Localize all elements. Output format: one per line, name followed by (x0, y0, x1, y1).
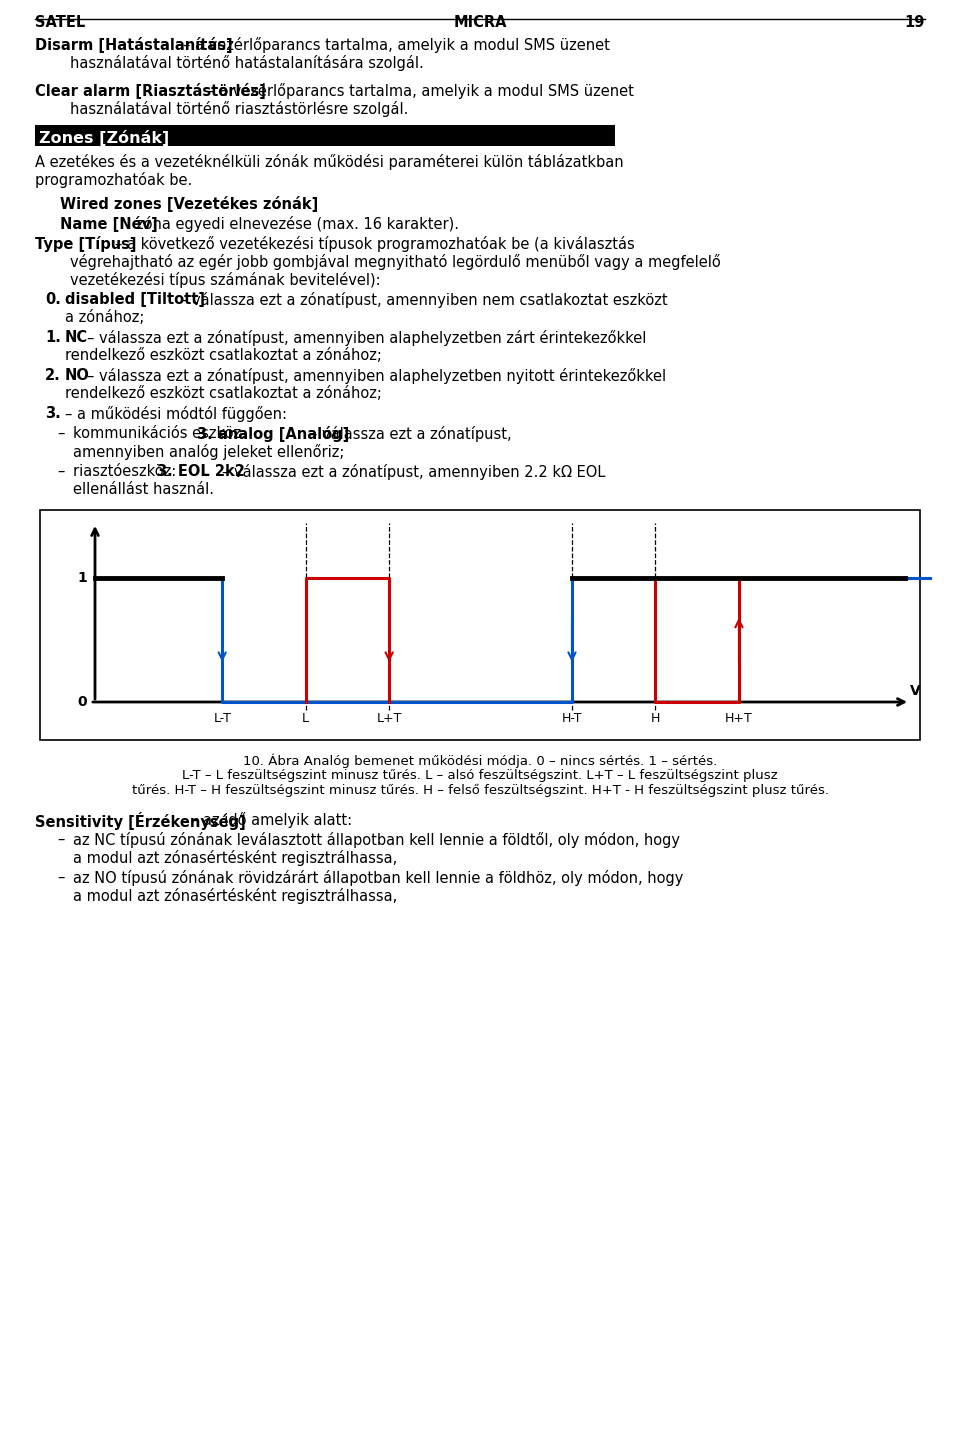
Text: disabled [Tiltott]: disabled [Tiltott] (65, 291, 205, 307)
Text: – a vezérlőparancs tartalma, amelyik a modul SMS üzenet: – a vezérlőparancs tartalma, amelyik a m… (207, 83, 634, 99)
Text: 3.: 3. (45, 406, 60, 420)
Text: kommunikációs eszköz:: kommunikációs eszköz: (73, 426, 251, 441)
Text: Name [Név]: Name [Név] (60, 217, 157, 232)
Text: MICRA: MICRA (453, 14, 507, 30)
Text: NO: NO (65, 367, 90, 383)
Text: az NO típusú zónának rövidzárárt állapotban kell lennie a földhöz, oly módon, ho: az NO típusú zónának rövidzárárt állapot… (73, 870, 684, 885)
Text: – válassza ezt a zónatípust, amennyiben 2.2 kΩ EOL: – válassza ezt a zónatípust, amennyiben … (222, 464, 606, 479)
Text: ellenállást használ.: ellenállást használ. (73, 482, 214, 497)
Text: – a működési módtól függően:: – a működési módtól függően: (65, 406, 287, 422)
Text: NC: NC (65, 330, 88, 344)
Text: a modul azt zónasértésként regisztrálhassa,: a modul azt zónasértésként regisztrálhas… (73, 888, 397, 904)
Text: az NC típusú zónának leválasztott állapotban kell lennie a földtől, oly módon, h: az NC típusú zónának leválasztott állapo… (73, 832, 680, 848)
Text: 19: 19 (904, 14, 925, 30)
Text: – válassza ezt a zónatípust,: – válassza ezt a zónatípust, (310, 426, 512, 442)
Text: vezetékezési típus számának bevitelével):: vezetékezési típus számának bevitelével)… (70, 273, 380, 288)
Text: H: H (651, 712, 660, 725)
Text: 3. EOL 2k2: 3. EOL 2k2 (157, 464, 245, 479)
Text: – az idő amelyik alatt:: – az idő amelyik alatt: (191, 812, 352, 828)
Text: 10. Ábra Analóg bemenet működési módja. 0 – nincs sértés. 1 – sértés.: 10. Ábra Analóg bemenet működési módja. … (243, 753, 717, 769)
Text: a zónához;: a zónához; (65, 310, 144, 324)
Text: V: V (910, 684, 921, 697)
Text: 0.: 0. (45, 291, 60, 307)
Text: SATEL: SATEL (35, 14, 85, 30)
Text: Zones [Zónák]: Zones [Zónák] (39, 131, 169, 146)
Text: 1: 1 (77, 571, 87, 584)
Text: Sensitivity [Érzékenység]: Sensitivity [Érzékenység] (35, 812, 246, 829)
Text: – válassza ezt a zónatípust, amennyiben alaphelyzetben zárt érintekezőkkel: – válassza ezt a zónatípust, amennyiben … (87, 330, 646, 346)
Bar (40, 509, 920, 740)
Text: rendelkező eszközt csatlakoztat a zónához;: rendelkező eszközt csatlakoztat a zónáho… (65, 349, 382, 363)
Text: –: – (57, 464, 64, 479)
Text: tűrés. H-T – H feszültségszint minusz tűrés. H – felső feszültségszint. H+T - H : tűrés. H-T – H feszültségszint minusz tű… (132, 784, 828, 798)
Text: a modul azt zónasértésként regisztrálhassa,: a modul azt zónasértésként regisztrálhas… (73, 850, 397, 865)
Text: Wired zones [Vezetékes zónák]: Wired zones [Vezetékes zónák] (60, 197, 319, 212)
Text: – válassza ezt a zónatípust, amennyiben nem csatlakoztat eszközt: – válassza ezt a zónatípust, amennyiben … (180, 291, 667, 309)
Text: – a vezérlőparancs tartalma, amelyik a modul SMS üzenet: – a vezérlőparancs tartalma, amelyik a m… (183, 37, 610, 53)
Text: 0: 0 (78, 695, 87, 709)
Text: használatával történő hatástalanítására szolgál.: használatával történő hatástalanítására … (70, 55, 423, 70)
Text: H-T: H-T (562, 712, 583, 725)
Text: végrehajtható az egér jobb gombjával megnyitható legördulő menüből vagy a megfel: végrehajtható az egér jobb gombjával meg… (70, 254, 721, 270)
Text: L-T – L feszültségszint minusz tűrés. L – alsó feszültségszint. L+T – L feszülts: L-T – L feszültségszint minusz tűrés. L … (182, 769, 778, 782)
Text: L+T: L+T (376, 712, 402, 725)
Text: 3. analog [Analóg]: 3. analog [Analóg] (197, 426, 349, 442)
Text: –: – (57, 426, 64, 441)
Text: 2.: 2. (45, 367, 60, 383)
Text: –: – (57, 832, 64, 847)
Text: H+T: H+T (725, 712, 753, 725)
Text: amennyiben analóg jeleket ellenőriz;: amennyiben analóg jeleket ellenőriz; (73, 443, 345, 461)
Text: – válassza ezt a zónatípust, amennyiben alaphelyzetben nyitott érintekezőkkel: – válassza ezt a zónatípust, amennyiben … (87, 367, 666, 385)
Text: Clear alarm [Riasztástörlés]: Clear alarm [Riasztástörlés] (35, 83, 266, 99)
Text: L-T: L-T (213, 712, 231, 725)
Text: L: L (302, 712, 309, 725)
Text: riasztóeszköz:: riasztóeszköz: (73, 464, 180, 479)
Text: zóna egyedi elnevezése (max. 16 karakter).: zóna egyedi elnevezése (max. 16 karakter… (136, 217, 459, 232)
Text: A ezetékes és a vezetéknélküli zónák működési paraméterei külön táblázatkban: A ezetékes és a vezetéknélküli zónák műk… (35, 154, 624, 169)
Bar (35, 125, 615, 146)
Text: Disarm [Hatástalanítás]: Disarm [Hatástalanítás] (35, 37, 232, 53)
Text: –: – (57, 870, 64, 885)
Text: 1.: 1. (45, 330, 60, 344)
Text: Type [Típus]: Type [Típus] (35, 235, 136, 253)
Text: – a következő vezetékezési típusok programozhatóak be (a kiválasztás: – a következő vezetékezési típusok progr… (115, 235, 635, 253)
Text: rendelkező eszközt csatlakoztat a zónához;: rendelkező eszközt csatlakoztat a zónáho… (65, 386, 382, 400)
Text: használatával történő riasztástörlésre szolgál.: használatával történő riasztástörlésre s… (70, 100, 408, 118)
Text: programozhatóak be.: programozhatóak be. (35, 172, 192, 188)
